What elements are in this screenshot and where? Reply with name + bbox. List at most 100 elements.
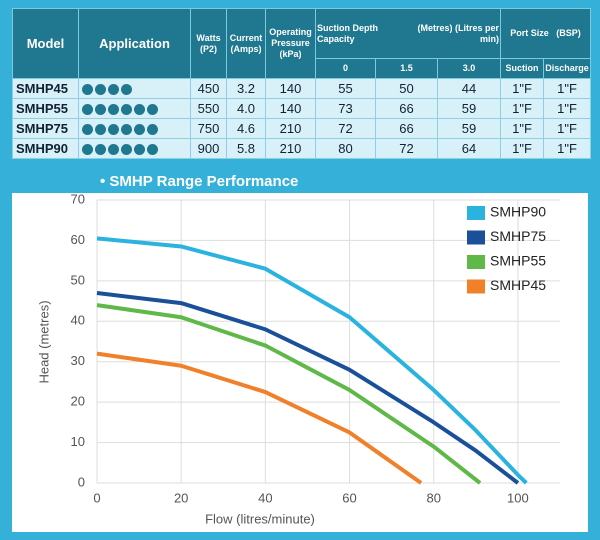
- legend-swatch: [467, 230, 485, 245]
- icon: [108, 144, 119, 156]
- icon: [134, 144, 145, 156]
- application-icons: [78, 138, 191, 159]
- cell: 59: [437, 118, 501, 139]
- icon: [95, 144, 106, 156]
- header: 1.5: [375, 58, 438, 79]
- cell: 50: [375, 78, 438, 99]
- header: Current (Amps): [226, 8, 266, 79]
- icon: [82, 104, 93, 116]
- cell: SMHP45: [12, 78, 79, 99]
- y-tick-label: 30: [71, 353, 85, 368]
- cell: SMHP90: [12, 138, 79, 159]
- cell: 59: [437, 98, 501, 119]
- icon: [134, 124, 145, 136]
- y-axis-label: Head (metres): [36, 300, 51, 383]
- legend-label: SMHP45: [490, 277, 546, 293]
- line: [96, 303, 482, 485]
- legend-label: SMHP55: [490, 253, 546, 269]
- cell: 72: [315, 118, 376, 139]
- cell: 1"F: [500, 78, 544, 99]
- cell: 44: [437, 78, 501, 99]
- icon: [108, 104, 119, 116]
- header: 3.0: [437, 58, 501, 79]
- line: [96, 236, 528, 485]
- icon: [121, 84, 132, 96]
- cell: 1"F: [500, 98, 544, 119]
- icon: [95, 124, 106, 136]
- legend-label: SMHP90: [490, 204, 546, 220]
- cell: 140: [265, 78, 316, 99]
- y-tick-label: 40: [71, 313, 85, 328]
- icon: [121, 104, 132, 116]
- cell: 3.2: [226, 78, 266, 99]
- icon: [147, 124, 158, 136]
- legend-swatch: [467, 279, 485, 294]
- cell: 80: [315, 138, 376, 159]
- line: [96, 351, 423, 485]
- header: (Metres) (Litres per min): [417, 22, 499, 44]
- cell: 1"F: [543, 138, 591, 159]
- cell: 210: [265, 138, 316, 159]
- cell: 1"F: [543, 118, 591, 139]
- cell: 210: [265, 118, 316, 139]
- cell: 4.0: [226, 98, 266, 119]
- header: Model: [12, 8, 79, 79]
- legend-label: SMHP75: [490, 228, 546, 244]
- y-tick-label: 60: [71, 232, 85, 247]
- header: Suction Depth Capacity: [317, 22, 378, 44]
- header: Port Size (BSP): [500, 8, 591, 59]
- icon: [147, 104, 158, 116]
- application-icons: [78, 118, 191, 139]
- y-tick-label: 10: [71, 434, 85, 449]
- application-icons: [78, 98, 191, 119]
- icon: [121, 144, 132, 156]
- icon: [82, 144, 93, 156]
- cell: 1"F: [500, 118, 544, 139]
- cell: 140: [265, 98, 316, 119]
- cell: 72: [375, 138, 438, 159]
- chart-title: SMHP Range Performance: [109, 173, 298, 190]
- cell: 64: [437, 138, 501, 159]
- icon: [134, 104, 145, 116]
- header: Discharge: [543, 58, 591, 79]
- y-tick-label: 0: [78, 474, 85, 489]
- x-tick-label: 40: [258, 490, 272, 505]
- cell: SMHP55: [12, 98, 79, 119]
- y-tick-label: 20: [71, 394, 85, 409]
- cell: 1"F: [500, 138, 544, 159]
- icon: [121, 124, 132, 136]
- cell: 5.8: [226, 138, 266, 159]
- header: Suction Depth Capacity (Metres) (Litres p…: [315, 8, 501, 59]
- legend-swatch: [467, 206, 485, 220]
- x-tick-label: 20: [174, 490, 188, 505]
- application-icons: [78, 78, 191, 99]
- header: Suction: [500, 58, 544, 79]
- x-axis-label: Flow (litres/minute): [205, 511, 315, 526]
- icon: [108, 84, 119, 96]
- icon: [95, 84, 106, 96]
- cell: 1"F: [543, 78, 591, 99]
- cell: 550: [190, 98, 227, 119]
- cell: 55: [315, 78, 376, 99]
- cell: 900: [190, 138, 227, 159]
- cell: 1"F: [543, 98, 591, 119]
- icon: [95, 104, 106, 116]
- icon: [82, 124, 93, 136]
- x-tick-label: 60: [342, 490, 356, 505]
- cell: 73: [315, 98, 376, 119]
- line: [96, 290, 520, 485]
- legend-swatch: [467, 255, 485, 269]
- y-tick-label: 50: [71, 272, 85, 287]
- icon: [147, 144, 158, 156]
- icon: [108, 124, 119, 136]
- x-tick-label: 100: [507, 490, 529, 505]
- header: 0: [315, 58, 376, 79]
- header: Port Size: [510, 28, 549, 38]
- x-tick-label: 80: [426, 490, 440, 505]
- x-tick-label: 0: [93, 490, 100, 505]
- spec-table: Model Application Watts (P2) Current (Am…: [12, 8, 591, 159]
- cell: 450: [190, 78, 227, 99]
- chart-title: • SMHP Range Performance: [100, 173, 298, 190]
